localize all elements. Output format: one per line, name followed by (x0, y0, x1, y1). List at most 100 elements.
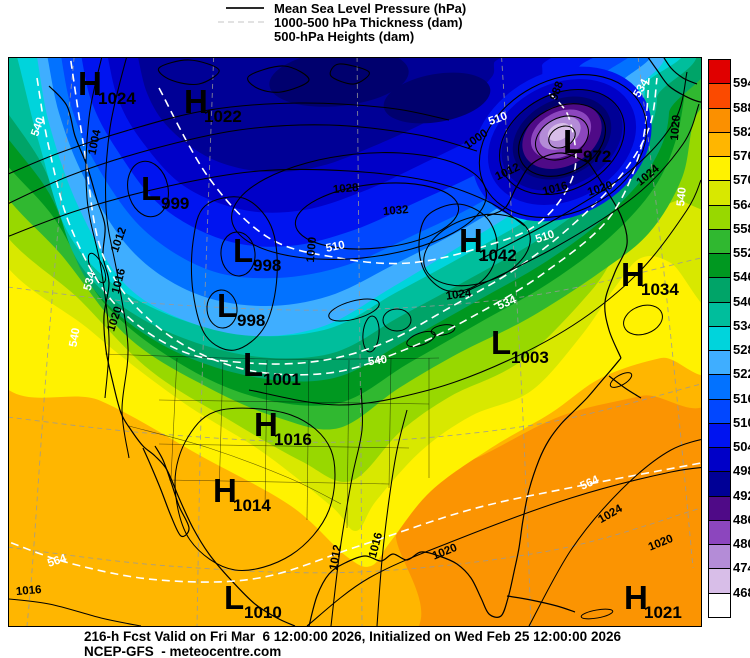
colorbar-cells (708, 59, 731, 618)
pressure-center-value: 972 (583, 147, 611, 166)
coastline-lake (382, 308, 412, 332)
pressure-center-value: 999 (161, 194, 189, 213)
pressure-center-value: 1001 (263, 370, 301, 389)
pressure-center-letter: L (224, 579, 244, 616)
pressure-center-value: 1022 (204, 107, 242, 126)
thickness-label: 540 (67, 327, 82, 348)
isobar-contour (456, 103, 700, 297)
legend-item-1: 1000-500 hPa Thickness (dam) (212, 14, 466, 30)
graticule-line (9, 507, 701, 574)
coastline-lake (406, 330, 436, 348)
coastline (48, 85, 296, 626)
low-center-998: L 998 (233, 232, 281, 275)
isobar-contour (478, 71, 688, 261)
colorbar-label: 498 (733, 463, 750, 478)
graticule-line (9, 257, 701, 311)
border-line (306, 359, 310, 521)
isobar-contour (190, 196, 278, 351)
pressure-center-letter: H (184, 83, 208, 120)
caption-model-line: NCEP-GFS - meteocentre.com (84, 644, 282, 658)
colorbar-label: 570 (733, 172, 750, 187)
border-line (218, 359, 224, 497)
border-line (264, 359, 268, 511)
border-line (170, 357, 178, 479)
pressure-center-letter: H (621, 256, 645, 293)
cold-pocket-2 (383, 72, 491, 124)
caption-validity-line: 216-h Fcst Valid on Fri Mar 6 12:00:00 2… (84, 629, 621, 644)
legend-item-0: Mean Sea Level Pressure (hPa) (212, 1, 466, 16)
pressure-center-letter: L (217, 287, 237, 324)
colorbar-cell (709, 545, 730, 570)
coastline-lake (430, 324, 456, 336)
low-center-1001: L 1001 (243, 346, 301, 389)
pressure-center-value: 998 (237, 311, 265, 330)
border-line (168, 479, 390, 485)
colorbar-label: 576 (733, 148, 750, 163)
colorbar-cell (709, 375, 730, 400)
legend-label: 1000-500 hPa Thickness (dam) (274, 14, 463, 30)
low-center-998: L 998 (217, 287, 265, 330)
pressure-center-value: 1016 (274, 430, 312, 449)
pressure-center-value: 998 (253, 256, 281, 275)
caption: 216-h Fcst Valid on Fri Mar 6 12:00:00 2… (84, 629, 621, 658)
graticule-line (9, 383, 701, 443)
pressure-center-letter: L (563, 123, 583, 160)
dashed-line-symbol (212, 21, 264, 23)
isobar-contour (85, 58, 110, 399)
colorbar-cell (709, 157, 730, 182)
colorbar-label: 522 (733, 366, 750, 381)
isobar-label: 1012 (328, 544, 344, 571)
isobar-contour (174, 407, 336, 572)
colorbar-cell (709, 108, 730, 133)
pressure-center-value: 1021 (644, 603, 682, 622)
isobar-contour (248, 179, 701, 406)
pressure-center-value: 1014 (233, 496, 271, 515)
isobar-contour (306, 466, 701, 626)
thickness-contour (9, 462, 701, 583)
coastline (486, 152, 590, 217)
pressure-center-letter: L (243, 346, 263, 383)
isobar-label: 1024 (445, 287, 473, 303)
low-center-972: L 972 (563, 123, 611, 166)
colorbar-cell (709, 84, 730, 109)
colorbar-label: 516 (733, 391, 750, 406)
colorbar-label: 588 (733, 100, 750, 115)
isobar-contour (231, 152, 487, 260)
coastline-island (329, 63, 370, 85)
colorbar-cell (709, 399, 730, 424)
colorbar-cell (709, 569, 730, 594)
colorbar-label: 504 (733, 439, 750, 454)
thickness-label: 534 (82, 270, 99, 292)
border-line (388, 357, 392, 489)
colorbar-cell (709, 472, 730, 497)
isobar-contour (9, 598, 142, 626)
colorbar-label: 528 (733, 342, 750, 357)
isobar-contour (294, 182, 460, 250)
pressure-center-letter: H (78, 65, 102, 102)
isobar-label: 1000 (305, 236, 319, 263)
colorbar-label: 552 (733, 245, 750, 260)
border-line (104, 353, 440, 360)
colorbar-label: 534 (733, 318, 750, 333)
isobar-contour (9, 124, 478, 204)
low-center-1010: L 1010 (224, 579, 282, 622)
coastline-lake (328, 298, 380, 322)
forecast-map-frame: 1004 1028 1032 1000 1000 1012 988 1016 1020 1024 1… (8, 57, 702, 627)
coastline (608, 375, 642, 399)
colorbar-cell (709, 181, 730, 206)
colorbar-label: 510 (733, 415, 750, 430)
coastline (588, 162, 628, 359)
colorbar-label: 546 (733, 269, 750, 284)
pressure-center-value: 1010 (244, 603, 282, 622)
low-center-1003: L 1003 (491, 324, 549, 367)
thickness-label: 510 (534, 228, 556, 245)
thickness-contour (158, 87, 577, 265)
thickness-contour (36, 77, 658, 365)
isobar-label: 1016 (15, 584, 42, 598)
